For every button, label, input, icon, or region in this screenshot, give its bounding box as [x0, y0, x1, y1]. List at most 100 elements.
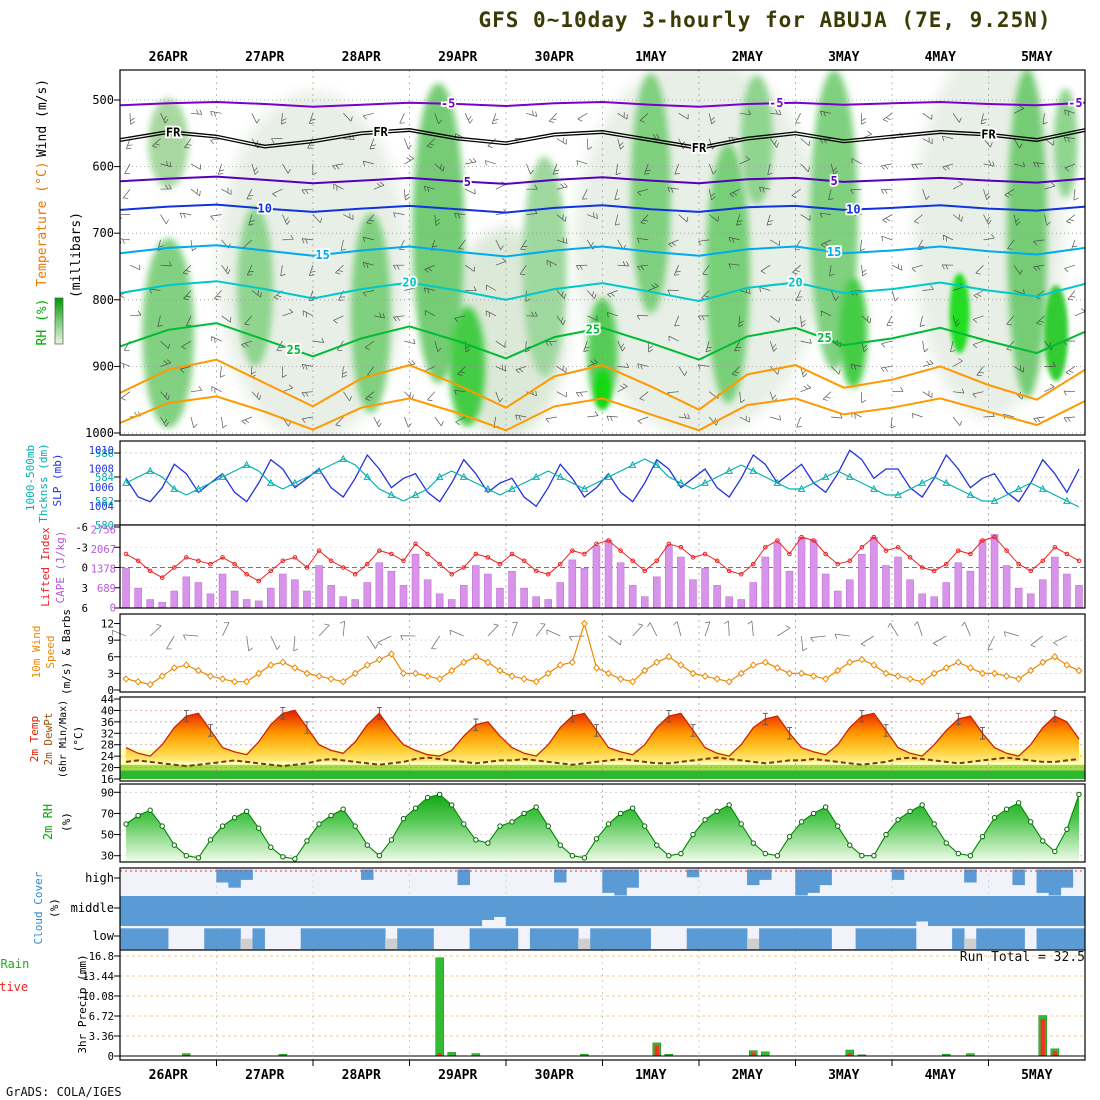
svg-text:1378: 1378	[91, 564, 116, 576]
svg-text:-6: -6	[75, 522, 88, 534]
svg-text:50: 50	[101, 829, 114, 842]
svg-text:5MAY: 5MAY	[1021, 50, 1052, 65]
svg-text:(%): (%)	[60, 812, 73, 832]
svg-text:70: 70	[101, 807, 114, 820]
svg-text:30APR: 30APR	[535, 1068, 574, 1083]
svg-text:24: 24	[101, 750, 115, 763]
svg-text:FR: FR	[373, 125, 388, 139]
svg-text:13.44: 13.44	[82, 971, 114, 983]
svg-text:(m/s) & Barbs: (m/s) & Barbs	[60, 609, 73, 695]
svg-text:28: 28	[101, 739, 114, 752]
svg-text:2MAY: 2MAY	[732, 50, 763, 65]
panel-upper-air: -5 -5 -5 FR FR FR FR 5 5 10 10 15 15 20 20 25 25 25 500 600…	[85, 69, 1086, 440]
svg-text:4MAY: 4MAY	[925, 50, 956, 65]
svg-text:0: 0	[110, 603, 116, 615]
svg-text:10: 10	[258, 202, 272, 216]
date-axis: 26APR 26APR 27APR 27APR 28APR 28APR 29APR 29APR…	[149, 50, 1053, 1083]
svg-text:SLP (mb): SLP (mb)	[51, 454, 64, 507]
svg-text:20: 20	[101, 762, 114, 775]
svg-text:30APR: 30APR	[535, 50, 574, 65]
rh-legend	[54, 297, 64, 345]
panel-2m-rh: 90 70 50 30	[101, 783, 1086, 863]
svg-text:0: 0	[108, 1051, 114, 1063]
svg-text:44: 44	[101, 693, 115, 706]
svg-text:29APR: 29APR	[438, 50, 477, 65]
svg-text:Wind (m/s): Wind (m/s)	[35, 79, 50, 157]
svg-text:20: 20	[402, 275, 416, 289]
svg-text:700: 700	[92, 226, 114, 240]
svg-text:(millibars): (millibars)	[69, 212, 84, 298]
svg-text:28APR: 28APR	[342, 50, 381, 65]
svg-text:-3: -3	[75, 542, 88, 554]
svg-text:586: 586	[95, 448, 114, 460]
svg-text:689: 689	[97, 583, 116, 595]
svg-text:Speed: Speed	[44, 635, 57, 668]
svg-text:Temperature (°C): Temperature (°C)	[35, 161, 50, 286]
svg-text:20: 20	[788, 275, 802, 289]
svg-text:10: 10	[846, 202, 860, 216]
svg-text:500: 500	[92, 93, 114, 107]
svg-text:26APR: 26APR	[149, 50, 188, 65]
svg-text:1MAY: 1MAY	[635, 50, 666, 65]
svg-text:5: 5	[464, 175, 471, 189]
svg-text:90: 90	[101, 786, 114, 799]
svg-text:(°C): (°C)	[72, 726, 85, 753]
svg-text:5: 5	[830, 174, 837, 188]
svg-text:1MAY: 1MAY	[635, 1068, 666, 1083]
svg-text:Total / Rain: Total / Rain	[0, 957, 29, 971]
svg-text:2MAY: 2MAY	[732, 1068, 763, 1083]
svg-text:-5: -5	[1068, 96, 1082, 110]
svg-text:15: 15	[827, 245, 841, 259]
svg-text:2m RH: 2m RH	[41, 804, 55, 840]
svg-text:25: 25	[286, 343, 300, 357]
svg-text:800: 800	[92, 293, 114, 307]
svg-text:1004: 1004	[89, 501, 114, 513]
svg-text:FR: FR	[166, 125, 181, 139]
svg-text:6.72: 6.72	[89, 1011, 114, 1023]
svg-text:2m Temp: 2m Temp	[28, 716, 41, 762]
svg-text:16: 16	[101, 773, 114, 786]
page-title: GFS 0~10day 3-hourly for ABUJA (7E, 9.25…	[478, 8, 1052, 32]
svg-text:3.36: 3.36	[89, 1031, 114, 1043]
svg-text:CAPE (J/kg): CAPE (J/kg)	[54, 531, 67, 604]
svg-text:high: high	[85, 871, 114, 885]
svg-text:600: 600	[92, 160, 114, 174]
svg-text:6: 6	[82, 603, 88, 615]
svg-text:middle: middle	[71, 901, 114, 915]
svg-text:2m DewPt: 2m DewPt	[42, 713, 55, 766]
svg-text:16.8: 16.8	[89, 951, 114, 963]
svg-text:28APR: 28APR	[342, 1068, 381, 1083]
svg-text:4MAY: 4MAY	[925, 1068, 956, 1083]
svg-text:10m Wind: 10m Wind	[30, 626, 43, 679]
svg-text:580: 580	[95, 520, 114, 532]
svg-text:1006: 1006	[89, 482, 114, 494]
svg-text:27APR: 27APR	[245, 50, 284, 65]
svg-text:Cloud Cover: Cloud Cover	[32, 871, 45, 944]
svg-text:30: 30	[101, 850, 114, 863]
svg-text:3hr Precip (mm): 3hr Precip (mm)	[76, 954, 89, 1053]
svg-text:27APR: 27APR	[245, 1068, 284, 1083]
grads-credit: GrADS: COLA/IGES	[6, 1085, 122, 1099]
svg-text:(6hr Min/Max): (6hr Min/Max)	[58, 700, 69, 778]
svg-text:RH (%): RH (%)	[35, 299, 50, 346]
panel-li-cape: -6 -3 0 3 6 2756 2067 1378 689 0	[75, 522, 1086, 615]
svg-text:6: 6	[107, 651, 114, 664]
panel-precip: 16.8 13.44 10.08 6.72 3.36 0	[82, 949, 1086, 1063]
svg-text:FR: FR	[692, 141, 707, 155]
svg-text:1010: 1010	[89, 445, 114, 457]
panel-10m-wind: 12 9 6 3 0	[101, 613, 1086, 697]
panel-thickness-slp: 586 584 582 580 1010 1008 1006 1004	[89, 440, 1086, 532]
svg-text:1000-500mb: 1000-500mb	[24, 445, 37, 511]
svg-text:3MAY: 3MAY	[828, 1068, 859, 1083]
svg-text:40: 40	[101, 704, 114, 717]
svg-text:1000: 1000	[85, 426, 114, 440]
svg-text:FR: FR	[981, 128, 996, 142]
svg-text:0: 0	[82, 563, 88, 575]
svg-text:584: 584	[95, 472, 114, 484]
run-total-label: Run Total = 32.5	[959, 950, 1085, 965]
svg-text:9: 9	[107, 634, 114, 647]
svg-text:29APR: 29APR	[438, 1068, 477, 1083]
